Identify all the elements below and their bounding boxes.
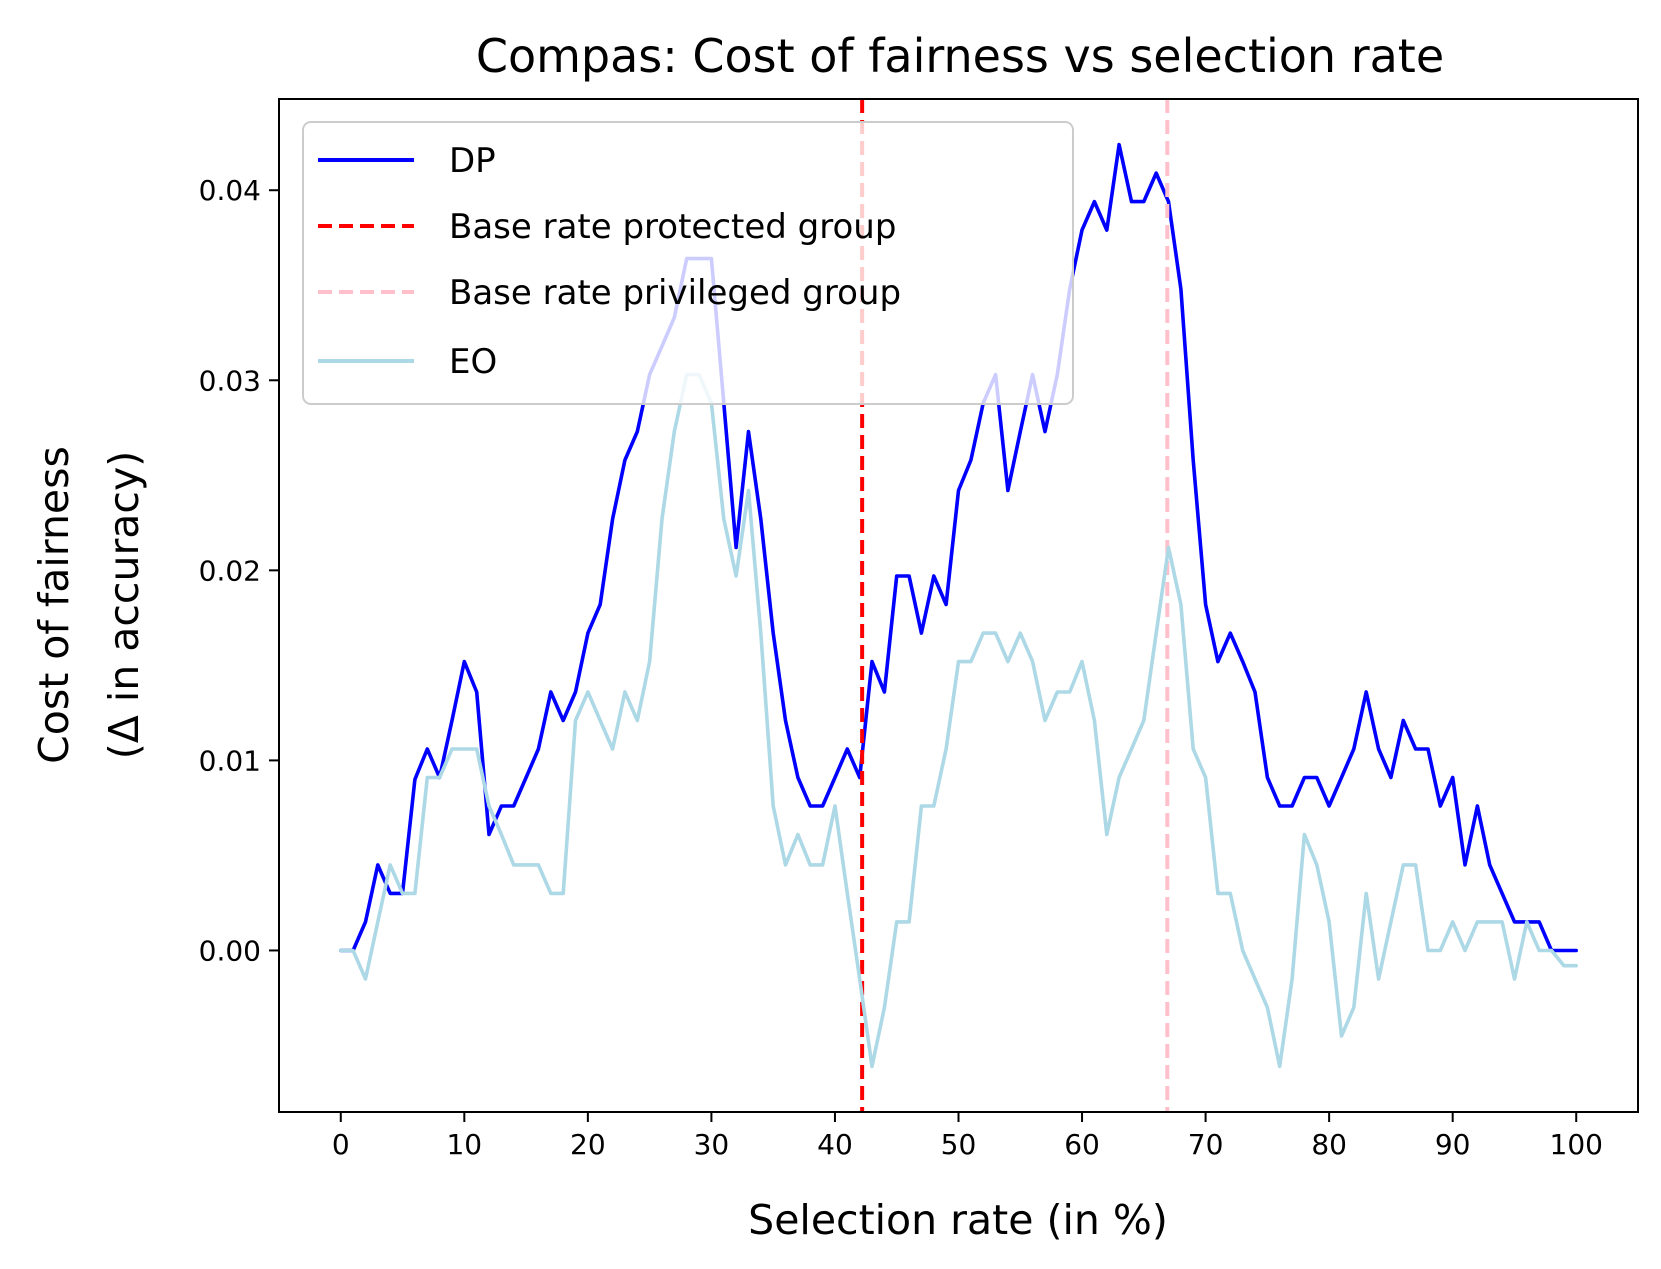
- legend-label-dp: DP: [449, 141, 496, 181]
- chart-title: Compas: Cost of fairness vs selection ra…: [476, 29, 1444, 83]
- y-axis-label-line-2: (Δ in accuracy): [100, 451, 148, 759]
- y-tick-label: 0.00: [199, 934, 261, 967]
- dp-line: [338, 142, 1578, 953]
- y-axis-label-line-1: Cost of fairness: [30, 446, 78, 764]
- y-tick-label: 0.03: [199, 364, 261, 397]
- legend-label-base-rate-privileged: Base rate privileged group: [449, 273, 901, 313]
- x-tick-label: 60: [1064, 1128, 1100, 1161]
- x-tick-label: 40: [817, 1128, 853, 1161]
- x-tick-label: 30: [694, 1128, 730, 1161]
- legend: DP Base rate protected group Base rate p…: [302, 121, 1074, 405]
- legend-label-base-rate-protected: Base rate protected group: [449, 207, 896, 247]
- y-tick-label: 0.04: [199, 174, 261, 207]
- y-axis-label-group: Cost of fairness (Δ in accuracy): [30, 446, 148, 764]
- plot-area-frame: [278, 98, 1639, 1113]
- x-tick-label: 0: [332, 1128, 350, 1161]
- x-tick-label: 50: [941, 1128, 977, 1161]
- x-tick-label: 70: [1188, 1128, 1224, 1161]
- x-axis-label: Selection rate (in %): [748, 1196, 1168, 1244]
- y-axis-ticks: 0.00 0.01 0.02 0.03 0.04: [199, 174, 279, 967]
- x-tick-label: 90: [1435, 1128, 1471, 1161]
- legend-box: [302, 121, 1074, 405]
- y-tick-label: 0.02: [199, 554, 261, 587]
- x-tick-label: 100: [1550, 1128, 1603, 1161]
- y-tick-label: 0.01: [199, 744, 261, 777]
- legend-label-eo: EO: [449, 342, 497, 382]
- x-tick-label: 80: [1311, 1128, 1347, 1161]
- x-tick-label: 20: [570, 1128, 606, 1161]
- x-tick-label: 10: [446, 1128, 482, 1161]
- x-axis-ticks: 0 10 20 30 40 50 60 70 80 90 100: [332, 1112, 1603, 1161]
- eo-line: [338, 372, 1578, 1069]
